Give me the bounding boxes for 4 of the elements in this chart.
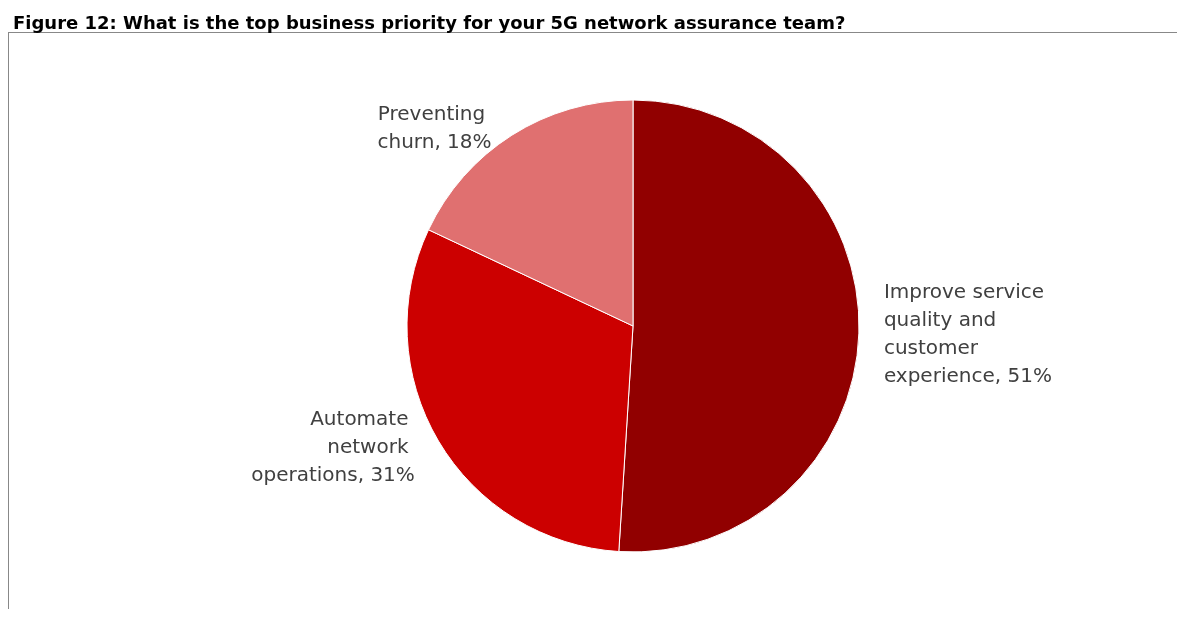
slice-label: Automate network operations, 31% [251,406,415,487]
slice-label: Improve service quality and customer experience, 51% [883,279,1052,388]
slice-label: Preventing churn, 18% [377,100,492,153]
chart-title: Figure 12: What is the top business priority for your 5G network assurance team? [13,11,846,33]
